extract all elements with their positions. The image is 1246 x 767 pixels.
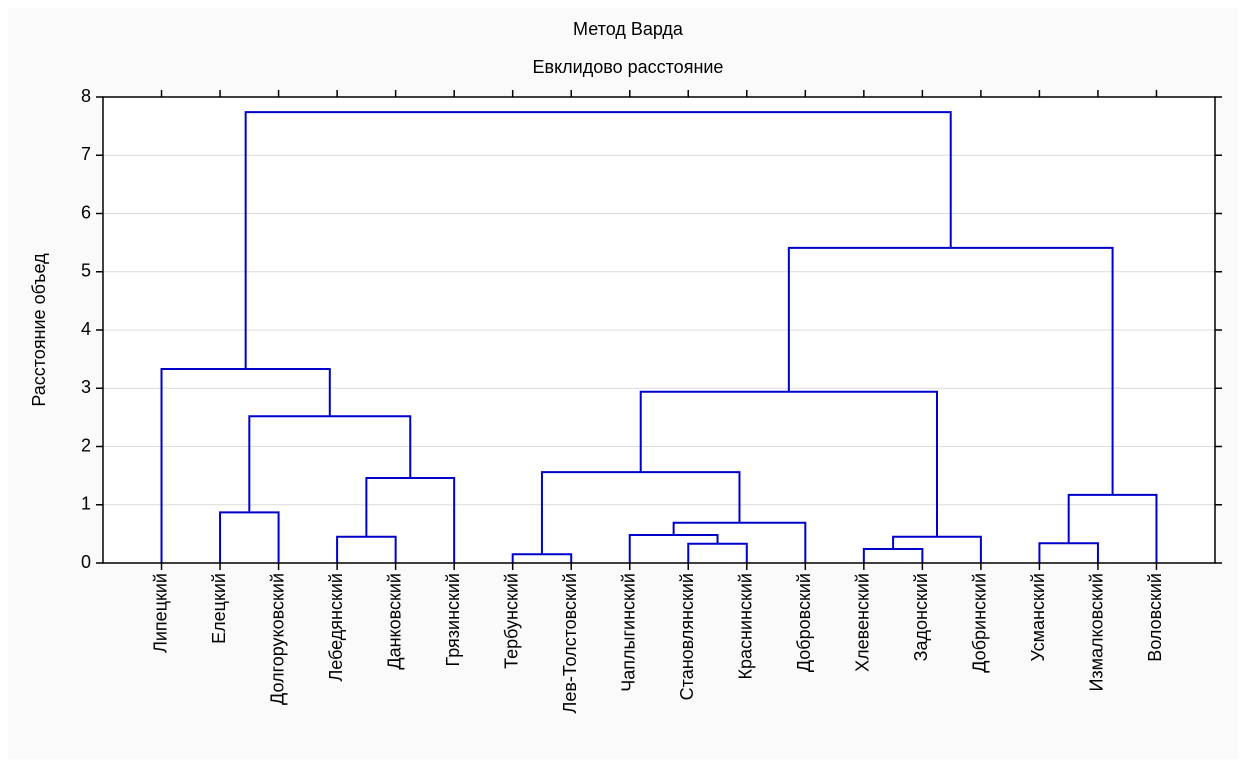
y-tick-label: 5 bbox=[81, 261, 91, 281]
x-tick-label: Воловский bbox=[1145, 573, 1165, 662]
dendrogram-link bbox=[1067, 493, 1158, 563]
y-tick-label: 7 bbox=[81, 144, 91, 164]
x-tick-label: Усманский bbox=[1028, 573, 1048, 662]
y-tick-label: 8 bbox=[81, 86, 91, 106]
dendrogram-link bbox=[244, 111, 952, 370]
y-tick-label: 1 bbox=[81, 494, 91, 514]
x-tick-label: Лев-Толстовский bbox=[560, 573, 580, 713]
x-tick-label: Добринский bbox=[970, 573, 990, 673]
dendrogram-link bbox=[219, 511, 280, 563]
x-tick-label: Хлевенский bbox=[853, 573, 873, 672]
x-tick-label: Тербунский bbox=[501, 573, 521, 669]
x-tick-label: Добровский bbox=[794, 573, 814, 672]
dendrogram-link bbox=[687, 542, 748, 563]
x-tick-label: Липецкий bbox=[150, 573, 170, 653]
y-tick-label: 3 bbox=[81, 377, 91, 397]
x-tick-label: Долгоруковский bbox=[267, 573, 287, 705]
x-tick-label: Измалковский bbox=[1087, 573, 1107, 692]
y-tick-label: 6 bbox=[81, 202, 91, 222]
x-tick-label: Данковский bbox=[384, 573, 404, 670]
x-tick-label: Елецкий bbox=[209, 573, 229, 644]
chart-subtitle: Евклидово расстояние bbox=[533, 57, 724, 77]
plot-frame bbox=[102, 96, 1216, 564]
x-tick-label: Грязинский bbox=[443, 573, 463, 667]
x-tick-label: Чаплыгинский bbox=[618, 573, 638, 692]
x-tick-label: Краснинский bbox=[736, 573, 756, 679]
dendrogram-link bbox=[511, 553, 573, 563]
x-tick-label: Лебедянский bbox=[326, 573, 346, 682]
plot: 0 1 2 3 4 5 6 7 8 Липецкий Елецкий Долгоруковский Ле… bbox=[81, 86, 1222, 713]
y-tick-label: 0 bbox=[81, 552, 91, 572]
chart-title: Метод Варда bbox=[573, 19, 684, 39]
y-tick-label: 4 bbox=[81, 319, 91, 339]
y-tick-label: 2 bbox=[81, 435, 91, 455]
x-tick-label: Задонский bbox=[911, 573, 931, 661]
x-tick-label: Становлянский bbox=[677, 573, 697, 700]
y-axis-label: Расстояние объед bbox=[29, 253, 49, 407]
